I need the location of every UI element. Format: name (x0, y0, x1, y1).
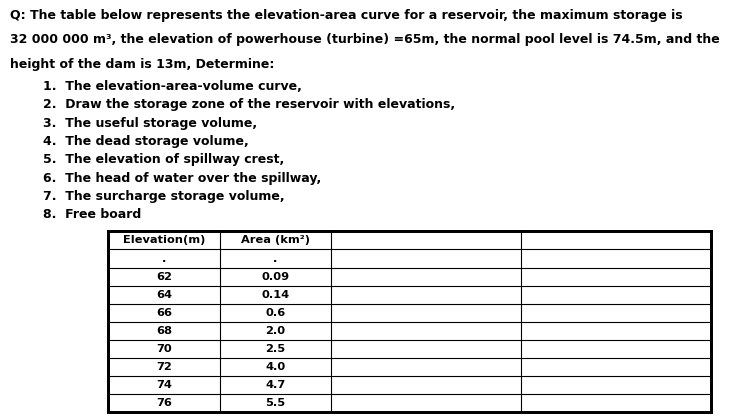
Text: height of the dam is 13m, Determine:: height of the dam is 13m, Determine: (10, 58, 274, 70)
Text: Elevation(m): Elevation(m) (123, 236, 205, 246)
Text: 4.  The dead storage volume,: 4. The dead storage volume, (43, 135, 249, 148)
Text: .: . (162, 254, 166, 264)
Text: 62: 62 (156, 271, 172, 281)
Text: 70: 70 (156, 344, 171, 354)
Text: 8.  Free board: 8. Free board (43, 208, 142, 221)
Text: Area (km²): Area (km²) (241, 236, 310, 246)
Text: 1.  The elevation-area-volume curve,: 1. The elevation-area-volume curve, (43, 80, 302, 93)
Text: 64: 64 (156, 290, 172, 300)
Bar (108, 231, 711, 412)
Text: 2.5: 2.5 (265, 344, 285, 354)
Text: 74: 74 (156, 380, 172, 390)
Text: 5.5: 5.5 (265, 398, 285, 408)
Text: 32 000 000 m³, the elevation of powerhouse (turbine) =65m, the normal pool level: 32 000 000 m³, the elevation of powerhou… (10, 33, 720, 46)
Text: 2.0: 2.0 (265, 326, 285, 336)
Text: 72: 72 (156, 362, 171, 372)
Text: 5.  The elevation of spillway crest,: 5. The elevation of spillway crest, (43, 153, 285, 166)
Text: 0.6: 0.6 (265, 308, 285, 318)
Text: 68: 68 (156, 326, 172, 336)
Text: 6.  The head of water over the spillway,: 6. The head of water over the spillway, (43, 172, 321, 185)
Text: 7.  The surcharge storage volume,: 7. The surcharge storage volume, (43, 190, 285, 203)
Text: 4.0: 4.0 (265, 362, 285, 372)
Text: 66: 66 (156, 308, 172, 318)
Text: 2.  Draw the storage zone of the reservoir with elevations,: 2. Draw the storage zone of the reservoi… (43, 98, 455, 111)
Text: 76: 76 (156, 398, 172, 408)
Text: 3.  The useful storage volume,: 3. The useful storage volume, (43, 117, 257, 130)
Text: Q: The table below represents the elevation-area curve for a reservoir, the maxi: Q: The table below represents the elevat… (10, 9, 682, 22)
Text: 4.7: 4.7 (265, 380, 285, 390)
Text: 0.14: 0.14 (261, 290, 290, 300)
Text: .: . (273, 254, 278, 264)
Text: 0.09: 0.09 (261, 271, 290, 281)
